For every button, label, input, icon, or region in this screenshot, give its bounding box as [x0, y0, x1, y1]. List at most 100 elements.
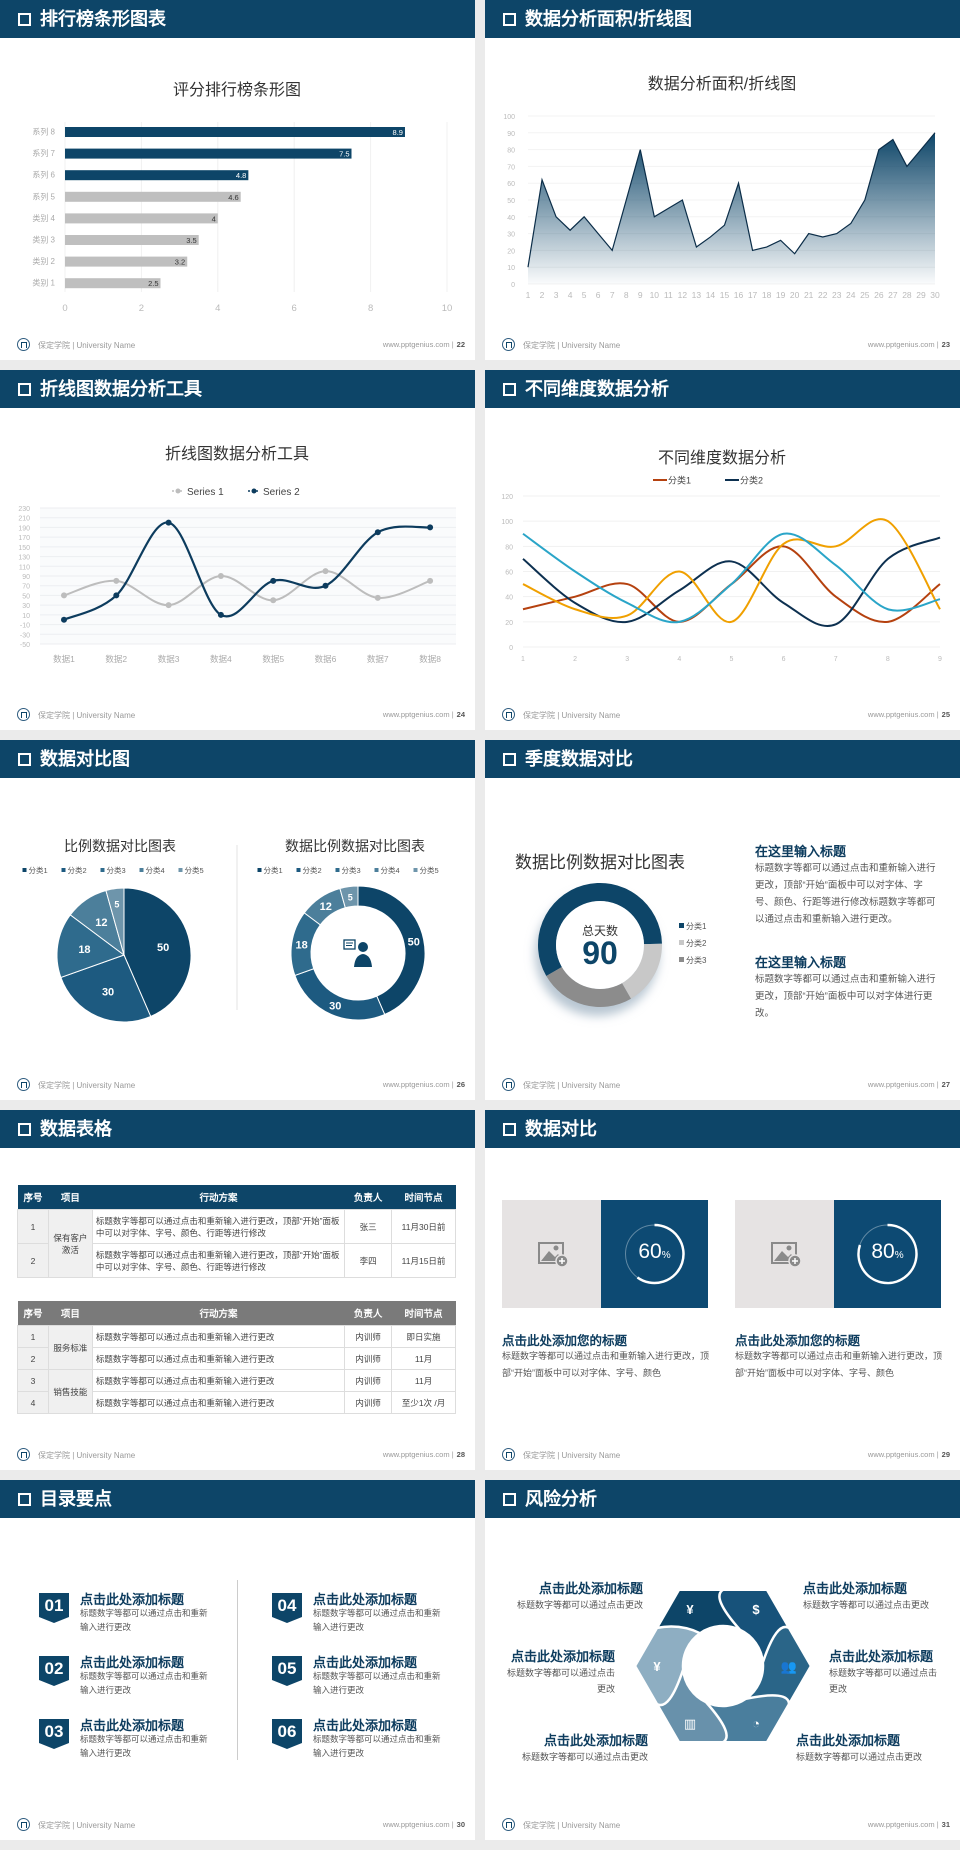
action-table-1: 序号 项目 行动方案 负责人 时间节点 1 保有客户激活 标题数字等都可以通过点击和重新… — [17, 1185, 456, 1278]
footer-sep: | — [451, 340, 454, 349]
data-label: 8.9 — [393, 128, 403, 137]
x-tick-label: 7 — [610, 290, 615, 300]
slide-area-chart: 数据分析面积/折线图 数据分析面积/折线图 0 10 20 30 40 50 60 70 80 90… — [485, 0, 960, 360]
footer-site: www.pptgenius.com | 26 — [383, 1080, 465, 1089]
category-label: 类别 3 — [32, 235, 55, 245]
y-tick-label: 20 — [507, 248, 515, 255]
legend-label: 分类5 — [420, 865, 439, 875]
table-row: 1 保有客户激活 标题数字等都可以通过点击和重新输入进行更改，顶部“开始”面板中… — [17, 1209, 456, 1278]
risk-item: 点击此处添加标题 标题数字等都可以通过点击更改 — [829, 1646, 939, 1697]
x-tick-label: 22 — [818, 290, 828, 300]
footer-school: 保定学院 | University Name — [523, 1821, 621, 1830]
slice — [538, 883, 662, 976]
x-tick-label: 4 — [215, 303, 220, 314]
slide-title: 折线图数据分析工具 — [40, 379, 202, 399]
x-tick-label: 13 — [692, 290, 702, 300]
series-line — [522, 532, 941, 624]
x-tick-label: 23 — [832, 290, 842, 300]
card-body: 标题数字等都可以通过点击和重新输入进行更改，顶部“开始”面板中可以对字体、字号、… — [735, 1351, 943, 1378]
footer-site: www.pptgenius.com | 29 — [868, 1450, 950, 1459]
x-tick-label: 数据2 — [105, 654, 127, 664]
legend-swatch — [100, 868, 105, 872]
image-placeholder[interactable] — [735, 1200, 834, 1308]
university-logo-icon — [502, 1818, 515, 1831]
bar — [65, 213, 218, 224]
chart-title: 比例数据对比图表 — [64, 838, 176, 854]
card-title: 点击此处添加您的标题 — [735, 1334, 861, 1348]
page-number: 26 — [456, 1080, 465, 1089]
data-point — [113, 577, 120, 584]
legend-swatch — [61, 868, 66, 872]
x-tick-label: 3 — [554, 290, 559, 300]
number-badge: 02 — [39, 1656, 69, 1686]
x-tick-label: 数据8 — [419, 654, 441, 664]
checkbox-square-icon — [503, 1123, 516, 1136]
footer-url: www.pptgenius.com — [867, 1080, 935, 1089]
legend-label: 分类2 — [686, 938, 707, 948]
project-cell: 销售技能 — [47, 1369, 93, 1414]
legend-swatch — [257, 868, 262, 872]
legend-label: 分类2 — [740, 475, 763, 486]
head — [358, 942, 368, 952]
slice — [105, 887, 125, 956]
legend-swatch — [374, 868, 379, 872]
table-header-row: 序号 项目 行动方案 负责人 时间节点 — [17, 1301, 456, 1326]
university-logo-icon — [17, 708, 30, 721]
university-logo-icon — [17, 1818, 30, 1831]
y-tick-label: 20 — [505, 620, 513, 627]
x-tick-label: 10 — [442, 303, 453, 314]
slide-title: 排行榜条形图表 — [40, 9, 166, 29]
y-tick-label: 0 — [509, 645, 513, 652]
data-label: 2.5 — [148, 279, 158, 288]
image-placeholder[interactable] — [502, 1200, 601, 1308]
y-tick-label: 190 — [18, 525, 30, 532]
data-point — [217, 611, 224, 618]
footer-site: www.pptgenius.com | 27 — [868, 1080, 950, 1089]
percent-readout: 60% — [601, 1240, 708, 1264]
toc-body: 标题数字等都可以通过点击和重新输入进行更改 — [80, 1734, 208, 1758]
slide-line-chart: 折线图数据分析工具 折线图数据分析工具 Series 1 Series 2 -50 -3… — [0, 370, 475, 730]
column-header: 负责人 — [344, 1301, 392, 1326]
footer-url: www.pptgenius.com — [867, 340, 935, 349]
table-row: 2 标题数字等都可以通过点击和重新输入进行更改 内训师 11月 — [17, 1347, 456, 1370]
page-number: 24 — [456, 710, 465, 719]
slide-title: 数据对比图 — [40, 749, 130, 769]
row-number: 4 — [17, 1391, 49, 1414]
university-logo-icon — [502, 338, 515, 351]
percent-value: 60 — [638, 1240, 662, 1263]
x-tick-label: 数据3 — [158, 654, 180, 664]
slide-header: 排行榜条形图表 — [0, 0, 475, 38]
time-cell: 11月15日前 — [391, 1243, 456, 1278]
slice — [56, 914, 126, 979]
x-tick-label: 16 — [734, 290, 744, 300]
risk-body: 标题数字等都可以通过点击更改 — [803, 1600, 930, 1610]
percent-value: 80 — [871, 1240, 895, 1263]
toc-title: 点击此处添加标题 — [80, 1655, 185, 1670]
table-row: 4 标题数字等都可以通过点击和重新输入进行更改 内训师 至少1次 /月 — [17, 1391, 456, 1414]
slide-header: 折线图数据分析工具 — [0, 370, 475, 408]
y-tick-label: 70 — [507, 164, 515, 171]
card-title: 点击此处添加您的标题 — [502, 1334, 628, 1348]
slide-header: 季度数据对比 — [485, 740, 960, 778]
owner-cell: 内训师 — [344, 1347, 393, 1370]
slide-title: 目录要点 — [40, 1489, 112, 1509]
project-cell: 服务标准 — [47, 1325, 93, 1370]
y-tick-label: 50 — [507, 198, 515, 205]
risk-item: 点击此处添加标题 标题数字等都可以通过点击更改 — [796, 1730, 922, 1765]
ring-progress — [857, 1223, 918, 1285]
area-line — [527, 132, 936, 268]
x-tick-label: 5 — [582, 290, 587, 300]
toc-body: 标题数字等都可以通过点击和重新输入进行更改 — [313, 1734, 441, 1758]
legend-label: Series 2 — [263, 487, 300, 498]
university-logo-icon — [502, 708, 515, 721]
data-label: 7.5 — [339, 150, 349, 159]
toc-body: 标题数字等都可以通过点击和重新输入进行更改 — [80, 1608, 208, 1632]
bar-chart: 评分排行榜条形图 0 2 4 6 8 10 系列 8 8.9 系列 7 7.5 系列 6 4.8 系列 5… — [32, 81, 453, 314]
toc-body: 标题数字等都可以通过点击和重新输入进行更改 — [313, 1608, 441, 1632]
slide-multi-line-chart: 不同维度数据分析 不同维度数据分析 分类1 分类2 0 20 40 60 80 100 120 1 2… — [485, 370, 960, 730]
x-tick-label: 5 — [730, 656, 734, 663]
risk-cycle-diagram: ¥ $ 👥 ◔ ▥ ¥ — [633, 1588, 813, 1744]
slice — [294, 968, 386, 1021]
x-tick-label: 3 — [625, 656, 629, 663]
icon-glyph: ¥ — [653, 1659, 661, 1674]
